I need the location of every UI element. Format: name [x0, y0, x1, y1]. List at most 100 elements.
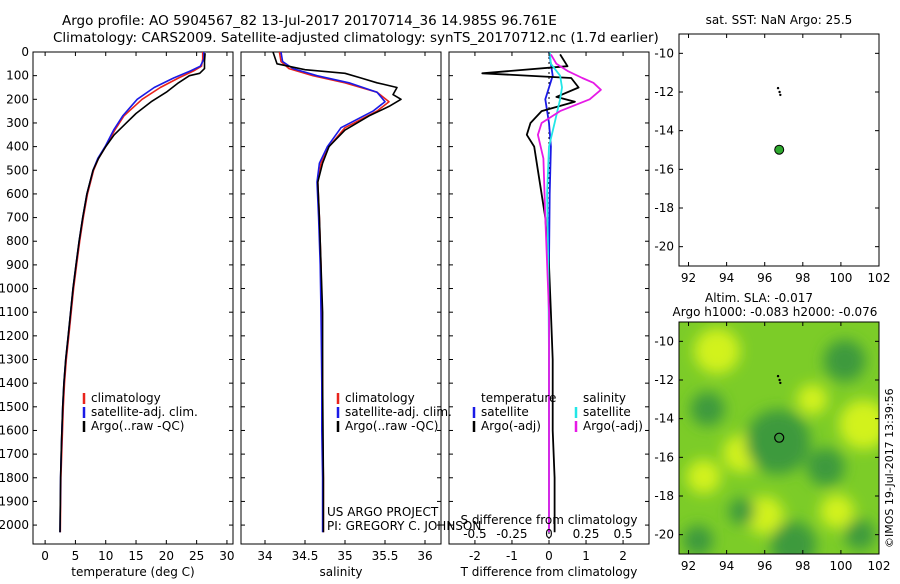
temperature-ytick-label: 1200 — [0, 329, 29, 343]
sst-map-ytick-label: -10 — [654, 46, 674, 60]
difference-xtick-label: 2 — [619, 549, 627, 563]
temperature-xtick-label: 10 — [98, 549, 113, 563]
sla-map-xtick-label: 92 — [681, 559, 696, 573]
sla-map-low-anomaly — [690, 391, 725, 427]
sst-map-ytick-label: -16 — [654, 162, 674, 176]
sla-map-low-anomaly — [728, 498, 756, 525]
difference-sal-legend-label: satellite — [583, 405, 631, 419]
sst-map-ytick-label: -14 — [654, 124, 674, 138]
difference-xtick-label: -1 — [506, 549, 518, 563]
temperature-ytick-label: 900 — [6, 258, 29, 272]
temperature-ytick-label: 200 — [6, 92, 29, 106]
difference-top-label: S difference from climatology — [461, 513, 638, 527]
sla-map-low-anomaly — [844, 519, 876, 550]
temperature-ytick-label: 400 — [6, 140, 29, 154]
temperature-ytick-label: 1600 — [0, 423, 29, 437]
difference-series-sal_argo — [537, 53, 602, 533]
sla-map-track-point — [776, 374, 780, 378]
salinity-series-satellite — [280, 52, 386, 533]
sst-map-xtick-label: 100 — [829, 271, 852, 285]
temperature-legend-label: satellite-adj. clim. — [91, 405, 198, 419]
sst-map-xtick-label: 98 — [795, 271, 810, 285]
sst-map-track-point — [776, 86, 780, 90]
sst-map-frame — [678, 33, 880, 267]
sla-map-ytick-label: -12 — [654, 373, 674, 387]
temperature-ytick-label: 1000 — [0, 282, 29, 296]
salinity-series-climatology — [278, 52, 390, 533]
salinity-xtick-label: 36 — [417, 549, 432, 563]
pi-label: PI: GREGORY C. JOHNSON — [327, 519, 481, 533]
temperature-xtick-label: 25 — [189, 549, 204, 563]
sst-map-title: sat. SST: NaN Argo: 25.5 — [706, 13, 853, 27]
temperature-lines — [59, 52, 206, 533]
sst-map-ytick-label: -20 — [654, 240, 674, 254]
temperature-frame — [32, 51, 234, 545]
temperature-xtick-label: 15 — [128, 549, 143, 563]
sst-map-xtick-label: 96 — [757, 271, 772, 285]
sla-map-track-point — [778, 378, 781, 382]
difference-top-tick-label: 0.25 — [573, 527, 600, 541]
temperature-ytick-label: 600 — [6, 187, 29, 201]
difference-top-tick-label: -0.5 — [463, 527, 486, 541]
temperature-series-satellite — [59, 52, 205, 533]
difference-temp-legend-label: satellite — [481, 405, 529, 419]
sla-map-xtick-label: 94 — [719, 559, 734, 573]
salinity-xtick-label: 34.5 — [292, 549, 319, 563]
salinity-legend-label: Argo(..raw -QC) — [345, 419, 438, 433]
difference-xtick-label: 0 — [545, 549, 553, 563]
salinity-frame — [240, 51, 442, 545]
temperature-ytick-label: 1300 — [0, 353, 29, 367]
difference-legend-header: salinity — [583, 391, 626, 405]
figure-title-line1: Argo profile: AO 5904567_82 13-Jul-2017 … — [62, 13, 557, 29]
temperature-ytick-label: 500 — [6, 163, 29, 177]
temperature-xlabel: temperature (deg C) — [71, 565, 194, 579]
difference-series-argo — [481, 53, 580, 533]
sla-map-xtick-label: 100 — [829, 559, 852, 573]
difference-top-tick-label: -0.25 — [496, 527, 527, 541]
sla-map-ytick-label: -14 — [654, 412, 674, 426]
difference-temp-legend-label: Argo(-adj) — [481, 419, 541, 433]
temperature-xtick-label: 0 — [41, 549, 49, 563]
difference-xtick-label: 1 — [582, 549, 590, 563]
figure-title-line2: Climatology: CARS2009. Satellite-adjuste… — [53, 30, 659, 46]
temperature-xtick-label: 5 — [72, 549, 80, 563]
sla-map: 92 94 96 98 100 102 -10 -12 -14 -16 -18 -20 Altim. S… — [654, 291, 890, 573]
temperature-ytick-label: 1400 — [0, 376, 29, 390]
sla-map-high-anomaly — [819, 494, 855, 529]
sla-map-blobs — [682, 328, 879, 554]
sla-map-ytick-label: -10 — [654, 334, 674, 348]
temperature-ytick-label: 1100 — [0, 305, 29, 319]
sla-map-high-anomaly — [745, 496, 784, 535]
salinity-chart: 34 34.5 35 35.5 36 salinity climatologysatelli… — [240, 51, 452, 579]
sla-map-frame — [678, 321, 880, 555]
temperature-series-climatology — [59, 52, 204, 533]
sla-map-ytick-label: -20 — [654, 528, 674, 542]
sla-map-low-anomaly — [682, 525, 714, 554]
difference-xlabel: T difference from climatology — [460, 565, 638, 579]
temperature-ytick-label: 1900 — [0, 494, 29, 508]
temperature-ytick-label: 0 — [21, 45, 29, 59]
difference-chart: -2 -1 0 1 2 -0.5 -0.25 0 0.25 0.5S difference fro… — [448, 51, 650, 579]
temperature-ytick-label: 800 — [6, 234, 29, 248]
project-label: US ARGO PROJECT — [327, 505, 439, 519]
sst-map-ytick-label: -12 — [654, 85, 674, 99]
sla-map-low-anomaly — [770, 521, 817, 554]
salinity-xlabel: salinity — [319, 565, 362, 579]
difference-legend-header: temperature — [481, 391, 556, 405]
sla-map-ytick-label: -16 — [654, 450, 674, 464]
sla-map-title: Altim. SLA: -0.017 — [705, 291, 813, 305]
salinity-xtick-label: 35 — [337, 549, 352, 563]
difference-xtick-label: -2 — [469, 549, 481, 563]
sst-map: 92 94 96 98 100 102 -10 -12 -14 -16 -18 -20 sat. SST… — [654, 13, 890, 285]
imos-credit: ©IMOS 19-Jul-2017 13:39:56 — [883, 388, 896, 548]
sla-map-low-anomaly — [823, 339, 866, 382]
salinity-legend-label: satellite-adj. clim. — [345, 405, 452, 419]
temperature-ytick-label: 1500 — [0, 400, 29, 414]
sst-map-xtick-label: 94 — [719, 271, 734, 285]
salinity-xtick-label: 34 — [257, 549, 272, 563]
difference-top-tick-label: 0 — [545, 527, 553, 541]
temperature-legend-label: climatology — [91, 391, 161, 405]
sst-map-xtick-label: 92 — [681, 271, 696, 285]
sla-map-high-anomaly — [686, 459, 721, 494]
